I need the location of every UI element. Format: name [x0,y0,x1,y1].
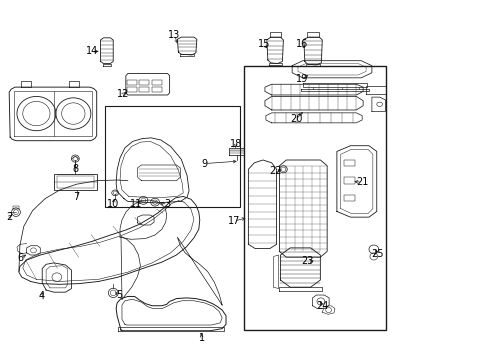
Text: 16: 16 [295,39,307,49]
Text: 18: 18 [229,139,242,149]
Text: 11: 11 [130,199,142,209]
Text: 22: 22 [269,166,281,176]
Bar [139,80,149,85]
Text: 3: 3 [164,199,170,209]
Bar [105,107,239,207]
Text: 13: 13 [168,30,180,40]
Bar [343,195,355,202]
Bar [343,177,355,184]
Text: 23: 23 [301,256,313,266]
Text: 14: 14 [85,46,98,57]
Text: 4: 4 [38,291,44,301]
Bar [126,80,136,85]
Bar [126,87,136,93]
Text: 10: 10 [107,199,119,209]
Bar [54,174,97,190]
Text: 12: 12 [117,89,129,99]
Bar [343,160,355,166]
Bar [244,66,386,330]
Text: 1: 1 [198,333,204,343]
Text: 20: 20 [289,114,302,124]
Text: 2: 2 [6,212,12,222]
Text: 19: 19 [295,74,307,84]
Bar [139,87,149,93]
Bar [57,176,94,188]
Text: 17: 17 [227,216,240,226]
Bar [152,80,162,85]
Text: 25: 25 [371,249,383,258]
Text: 7: 7 [74,192,80,202]
Text: 6: 6 [18,253,24,263]
Text: 15: 15 [257,39,269,49]
Text: 21: 21 [355,177,367,187]
Text: 8: 8 [72,163,78,174]
Bar [152,87,162,93]
Text: 5: 5 [116,291,122,300]
Text: 24: 24 [315,301,328,311]
Text: 9: 9 [201,158,207,168]
